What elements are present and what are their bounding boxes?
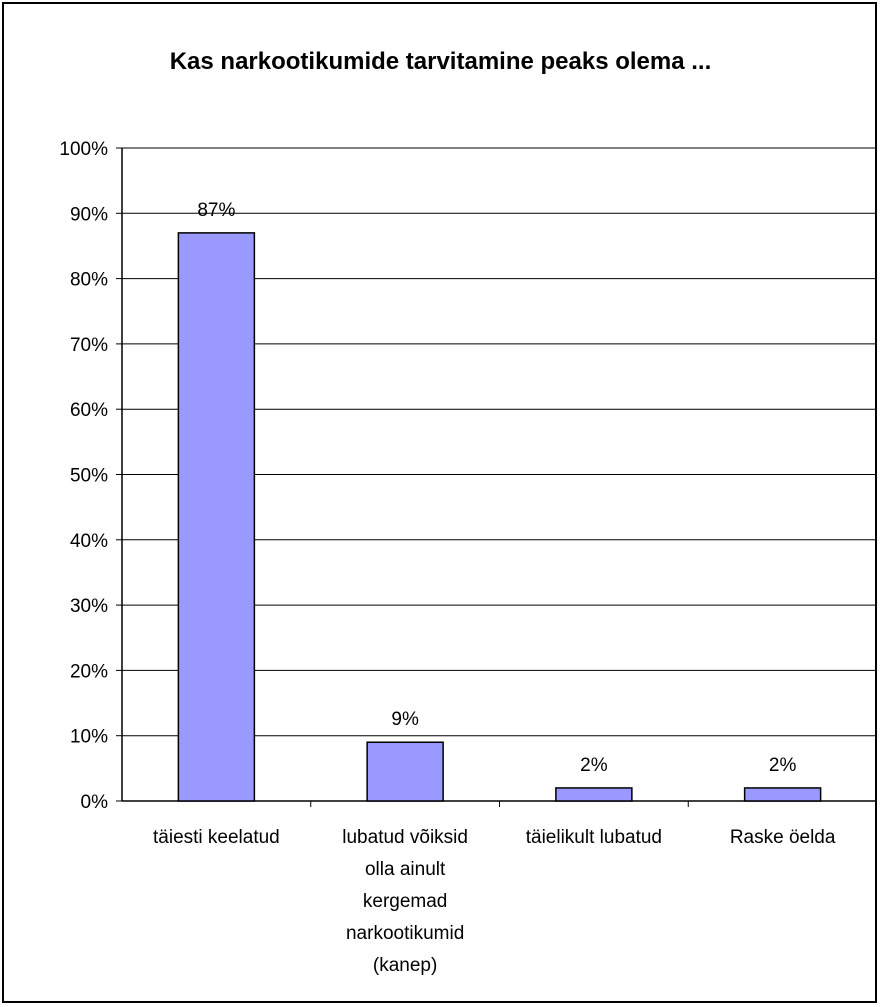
x-tick-label: kergemad xyxy=(363,891,448,912)
bar xyxy=(366,741,444,802)
x-tick-label: (kanep) xyxy=(373,955,437,976)
x-tick-label: täielikult lubatud xyxy=(526,827,662,848)
x-tick-label: olla ainult xyxy=(365,859,446,880)
y-tick-label: 30% xyxy=(70,596,108,617)
bar xyxy=(743,787,822,802)
y-tick-label: 40% xyxy=(70,531,108,552)
data-label: 2% xyxy=(580,755,608,776)
y-tick-label: 90% xyxy=(70,204,108,225)
y-tick-label: 20% xyxy=(70,661,108,682)
x-tick-label: lubatud võiksid xyxy=(342,827,468,848)
y-tick-label: 60% xyxy=(70,400,108,421)
y-tick-label: 80% xyxy=(70,270,108,291)
data-label: 2% xyxy=(769,755,797,776)
chart-title: Kas narkootikumide tarvitamine peaks ole… xyxy=(169,48,712,75)
bar xyxy=(177,232,256,802)
data-label: 87% xyxy=(197,200,235,221)
data-label: 9% xyxy=(391,709,419,730)
x-tick-label: täiesti keelatud xyxy=(153,827,280,848)
y-tick-label: 0% xyxy=(81,792,109,813)
y-tick-label: 50% xyxy=(70,466,108,487)
y-tick-label: 100% xyxy=(59,139,108,160)
bar xyxy=(555,787,633,802)
x-tick-label: Raske öelda xyxy=(730,827,836,848)
y-tick-label: 70% xyxy=(70,335,108,356)
y-tick-label: 10% xyxy=(70,727,108,748)
x-tick-label: narkootikumid xyxy=(346,923,464,944)
